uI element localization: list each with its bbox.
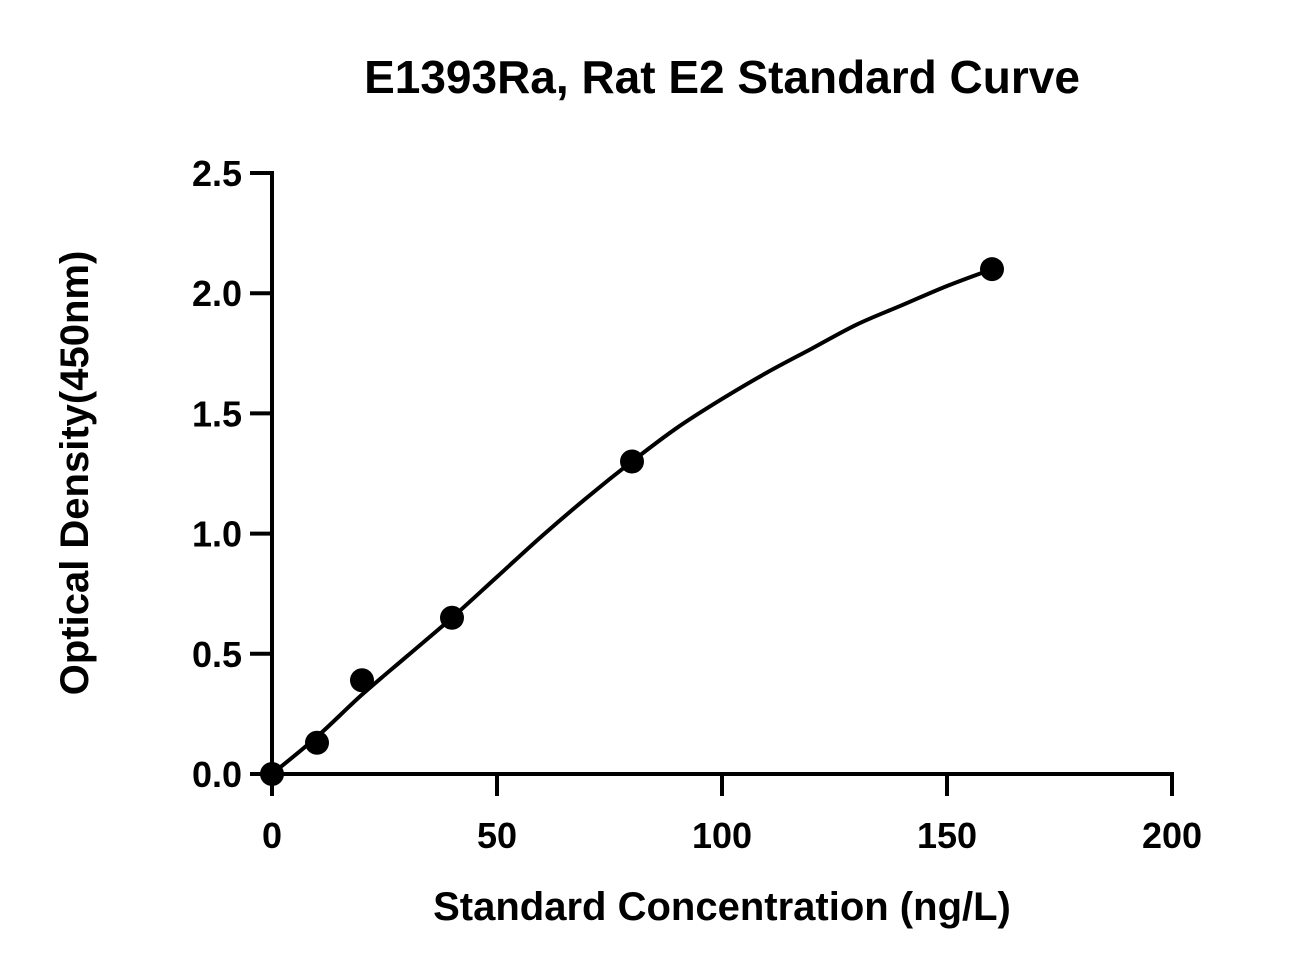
y-tick-label: 2.0 [192, 273, 242, 314]
y-axis-label: Optical Density(450nm) [53, 251, 97, 696]
x-tick-label: 150 [917, 815, 977, 856]
y-tick-label: 2.5 [192, 153, 242, 194]
data-point [980, 257, 1004, 282]
y-tick-label: 0.5 [192, 634, 242, 675]
data-point [260, 762, 284, 786]
x-axis-ticks: 0 50 100 150 200 [262, 774, 1202, 856]
x-tick-label: 100 [692, 815, 752, 856]
y-tick-label: 1.0 [192, 514, 242, 555]
data-point [350, 668, 374, 693]
data-point [305, 730, 329, 755]
y-axis-ticks: 0.0 0.5 1.0 1.5 2.0 2.5 [192, 153, 272, 795]
y-tick-label: 1.5 [192, 393, 242, 434]
chart-title: E1393Ra, Rat E2 Standard Curve [364, 51, 1080, 103]
x-axis-label: Standard Concentration (ng/L) [433, 885, 1011, 929]
x-tick-label: 50 [477, 815, 517, 856]
data-point [620, 449, 644, 474]
data-point [440, 605, 464, 630]
axes [270, 171, 1174, 776]
fit-curve [270, 267, 993, 776]
x-tick-label: 0 [262, 815, 282, 856]
fit-curve-layer [270, 267, 993, 776]
y-tick-label: 0.0 [192, 754, 242, 795]
x-tick-label: 200 [1142, 815, 1202, 856]
data-points-layer [260, 257, 1004, 786]
